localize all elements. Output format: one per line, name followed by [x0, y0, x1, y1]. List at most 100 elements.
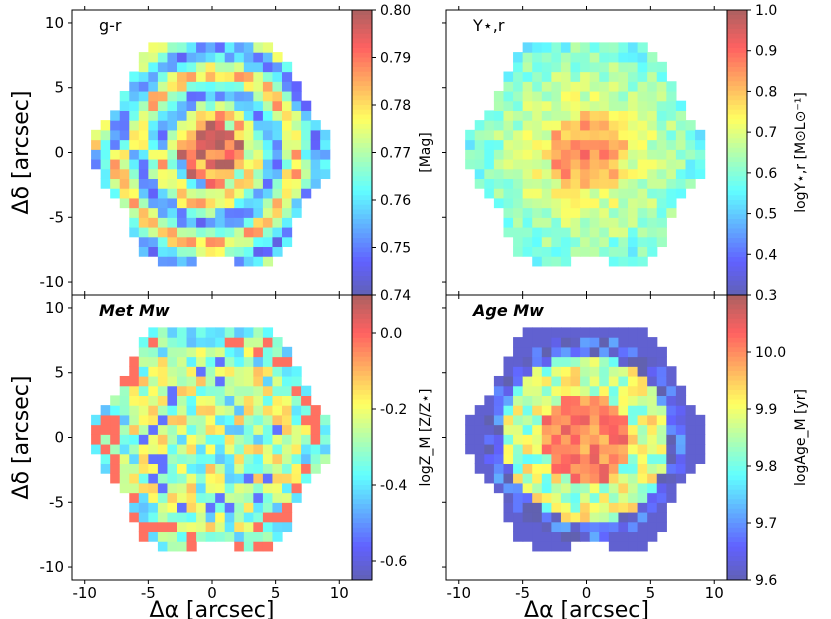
colorbar-segment [727, 76, 747, 82]
heatmap-cell [647, 502, 658, 513]
heatmap-cell [177, 139, 188, 150]
heatmap-cell [196, 100, 207, 111]
heatmap-cell [320, 129, 331, 141]
heatmap-cell [262, 395, 274, 406]
colorbar-segment [727, 266, 747, 272]
heatmap-cell [177, 129, 188, 141]
heatmap-cell [157, 531, 169, 542]
heatmap-cell [484, 443, 495, 455]
heatmap-cell [272, 337, 283, 348]
heatmap-cell [310, 139, 321, 150]
heatmap-cell [522, 178, 533, 189]
heatmap-cell [656, 207, 667, 218]
heatmap-cell [320, 424, 331, 435]
heatmap-cell [272, 226, 283, 238]
colorbar-segment [727, 214, 747, 220]
heatmap-cell [647, 110, 658, 121]
heatmap-cell [551, 492, 562, 503]
heatmap-cell [493, 149, 505, 160]
colorbar-segment [727, 532, 747, 538]
heatmap-cell [138, 473, 149, 484]
heatmap-cell [167, 81, 178, 92]
heatmap-cell [513, 366, 524, 377]
heatmap-cell [695, 129, 706, 141]
heatmap-cell [177, 178, 188, 189]
heatmap-cell [148, 502, 159, 513]
heatmap-cell [196, 337, 207, 348]
heatmap-cell [474, 443, 485, 455]
heatmap-cell [513, 473, 524, 484]
heatmap-cell [599, 366, 610, 377]
heatmap-cell [695, 424, 706, 435]
heatmap-cell [685, 149, 696, 160]
heatmap-cell [513, 434, 524, 445]
heatmap-cell [138, 120, 149, 131]
heatmap-cell [291, 375, 302, 387]
heatmap-cell [551, 158, 562, 170]
heatmap-cell [157, 492, 169, 503]
heatmap-cell [608, 356, 620, 367]
heatmap-cell [484, 139, 495, 150]
heatmap-cell [148, 149, 159, 160]
heatmap-cell [560, 327, 572, 338]
heatmap-cell [291, 100, 302, 111]
heatmap-cell [599, 395, 610, 406]
heatmap-cell [243, 492, 254, 503]
heatmap-cell [119, 188, 130, 199]
heatmap-cell [522, 453, 533, 465]
heatmap-cell [186, 385, 197, 396]
heatmap-cell [551, 256, 562, 267]
heatmap-cell [243, 149, 254, 160]
heatmap-cell [129, 463, 140, 474]
colorbar-segment [727, 52, 747, 58]
heatmap-cell [551, 207, 562, 218]
colorbar-segment [727, 309, 747, 315]
y-axis-label: Δδ [arcsec] [9, 91, 34, 215]
heatmap-cell [272, 100, 283, 111]
colorbar-segment [352, 271, 372, 277]
heatmap-cell [234, 197, 245, 209]
heatmap-cell [157, 473, 169, 484]
colorbar-segment [727, 561, 747, 567]
heatmap-cell [215, 129, 226, 141]
heatmap-cell [513, 453, 524, 465]
heatmap-cell [503, 375, 514, 387]
heatmap-cell [675, 453, 687, 465]
heatmap-cell [647, 414, 658, 426]
heatmap-cell [637, 178, 648, 189]
heatmap-cell [513, 52, 524, 63]
heatmap-cell [243, 424, 254, 435]
colorbar-segment [352, 527, 372, 533]
heatmap-cell [234, 226, 245, 238]
heatmap-cell [310, 158, 321, 170]
heatmap-cell [253, 168, 264, 180]
colorbar-segment [352, 24, 372, 30]
heatmap-cell [177, 492, 188, 503]
heatmap-cell [186, 81, 197, 92]
heatmap-cell [656, 81, 667, 92]
heatmap-cell [253, 236, 264, 248]
y-tick-label: 5 [54, 364, 64, 382]
heatmap-cell [224, 521, 235, 533]
heatmap-cell [666, 473, 677, 484]
colorbar-segment [352, 285, 372, 291]
heatmap-cell [291, 178, 302, 189]
x-tick-label: 0 [582, 584, 592, 602]
heatmap-cell [618, 110, 629, 121]
heatmap-cell [608, 346, 620, 358]
colorbar-segment [727, 67, 747, 73]
heatmap-cell [570, 511, 581, 523]
heatmap-cell [167, 395, 178, 406]
heatmap-cell [608, 434, 620, 445]
heatmap-cell [589, 168, 600, 180]
heatmap-cell [243, 327, 254, 338]
colorbar-segment [727, 257, 747, 263]
heatmap-cell [243, 482, 254, 494]
heatmap-cell [589, 405, 600, 416]
heatmap-cell [589, 178, 600, 189]
heatmap-cell [570, 453, 581, 465]
heatmap-cell [110, 453, 121, 465]
heatmap-cell [119, 443, 130, 455]
heatmap-cell [599, 158, 610, 170]
heatmap-cell [224, 492, 235, 503]
